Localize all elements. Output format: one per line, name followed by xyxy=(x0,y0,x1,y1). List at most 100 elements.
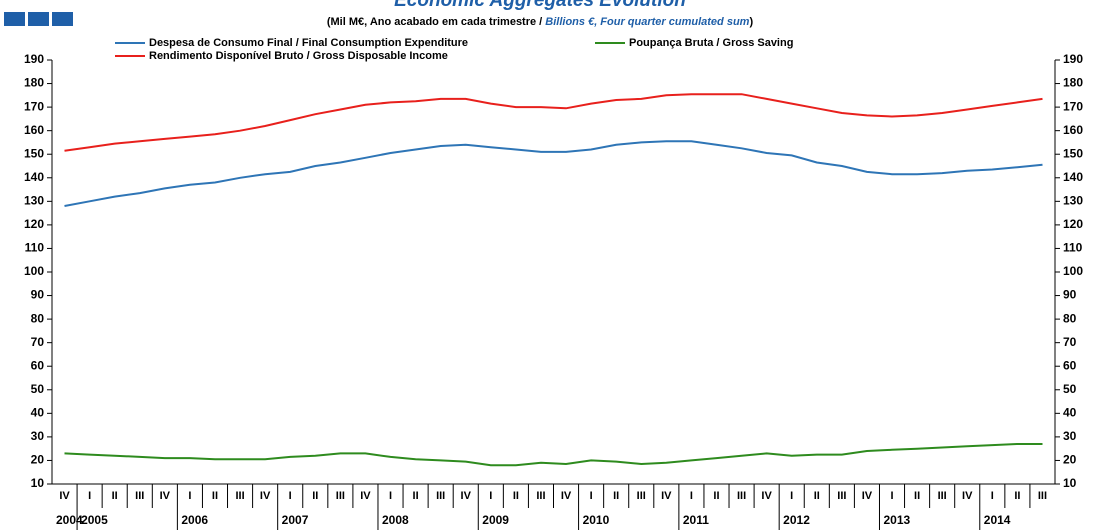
y2-tick-label: 90 xyxy=(1063,288,1077,302)
series-line xyxy=(64,443,1043,467)
x-tick-label: I xyxy=(289,490,292,502)
y-tick-label: 60 xyxy=(31,358,45,372)
y-tick-label: 140 xyxy=(24,170,44,184)
x-tick-label: IV xyxy=(360,490,371,502)
y2-tick-label: 150 xyxy=(1063,146,1083,160)
y-tick-label: 120 xyxy=(24,217,44,231)
x-tick-label: III xyxy=(135,490,144,502)
x-tick-label: III xyxy=(235,490,244,502)
y-tick-label: 90 xyxy=(31,288,45,302)
y2-tick-label: 70 xyxy=(1063,335,1077,349)
year-label: 2008 xyxy=(382,513,409,527)
legend-label: Poupança Bruta / Gross Saving xyxy=(629,37,793,49)
x-tick-label: IV xyxy=(160,490,171,502)
x-tick-label: IV xyxy=(761,490,772,502)
x-tick-label: II xyxy=(613,490,619,502)
year-label: 2011 xyxy=(683,513,709,527)
x-tick-label: II xyxy=(413,490,419,502)
y2-tick-label: 30 xyxy=(1063,429,1077,443)
x-tick-label: IV xyxy=(962,490,973,502)
x-tick-label: III xyxy=(837,490,846,502)
chart-title: Economic Aggregates Evolution xyxy=(394,0,686,11)
x-tick-label: I xyxy=(188,490,191,502)
legend-label: Rendimento Disponível Bruto / Gross Disp… xyxy=(149,50,448,62)
y2-tick-label: 180 xyxy=(1063,76,1083,90)
x-tick-label: I xyxy=(991,490,994,502)
x-tick-label: III xyxy=(436,490,445,502)
year-label: 2006 xyxy=(181,513,208,527)
x-tick-label: I xyxy=(489,490,492,502)
x-tick-label: II xyxy=(112,490,118,502)
y-tick-label: 30 xyxy=(31,429,45,443)
year-label: 2005 xyxy=(81,513,108,527)
x-tick-label: II xyxy=(914,490,920,502)
y2-tick-label: 40 xyxy=(1063,406,1077,420)
year-label: 2010 xyxy=(583,513,610,527)
series-line xyxy=(64,93,1043,152)
x-tick-label: III xyxy=(536,490,545,502)
subtitle-part: ) xyxy=(749,16,753,28)
y-tick-label: 10 xyxy=(31,476,45,490)
x-tick-label: I xyxy=(88,490,91,502)
y-tick-label: 110 xyxy=(25,241,45,255)
x-tick-label: IV xyxy=(59,490,70,502)
y2-tick-label: 130 xyxy=(1063,194,1083,208)
y2-tick-label: 170 xyxy=(1063,99,1083,113)
year-label: 2012 xyxy=(783,513,810,527)
x-tick-label: I xyxy=(890,490,893,502)
y-tick-label: 180 xyxy=(24,76,44,90)
x-tick-label: II xyxy=(1014,490,1020,502)
y-tick-label: 170 xyxy=(24,99,44,113)
x-tick-label: IV xyxy=(561,490,572,502)
x-tick-label: II xyxy=(212,490,218,502)
y2-tick-label: 110 xyxy=(1063,241,1083,255)
x-tick-label: I xyxy=(590,490,593,502)
y-tick-label: 160 xyxy=(24,123,44,137)
y2-tick-label: 140 xyxy=(1063,170,1083,184)
y2-tick-label: 100 xyxy=(1063,264,1083,278)
x-tick-label: II xyxy=(713,490,719,502)
logo xyxy=(4,12,73,26)
x-tick-label: III xyxy=(637,490,646,502)
x-tick-label: II xyxy=(513,490,519,502)
chart-subtitle: (Mil M€, Ano acabado em cada trimestre /… xyxy=(327,16,754,28)
x-tick-label: III xyxy=(737,490,746,502)
x-tick-label: III xyxy=(336,490,345,502)
y-tick-label: 70 xyxy=(31,335,45,349)
y2-tick-label: 120 xyxy=(1063,217,1083,231)
y2-tick-label: 160 xyxy=(1063,123,1083,137)
x-tick-label: I xyxy=(790,490,793,502)
x-tick-label: I xyxy=(389,490,392,502)
y-tick-label: 50 xyxy=(31,382,45,396)
x-tick-label: IV xyxy=(862,490,873,502)
subtitle-part: Billions €, Four quarter cumulated sum xyxy=(545,16,749,28)
y-tick-label: 150 xyxy=(24,146,44,160)
x-tick-label: II xyxy=(814,490,820,502)
y-tick-label: 190 xyxy=(24,52,44,66)
y-tick-label: 80 xyxy=(31,311,45,325)
x-tick-label: IV xyxy=(260,490,271,502)
y2-tick-label: 60 xyxy=(1063,358,1077,372)
y-tick-label: 40 xyxy=(31,406,45,420)
year-label: 2013 xyxy=(883,513,910,527)
year-label: 2014 xyxy=(984,513,1011,527)
year-label: 2009 xyxy=(482,513,509,527)
legend-label: Despesa de Consumo Final / Final Consump… xyxy=(149,37,468,49)
year-label: 2004 xyxy=(56,513,83,527)
x-tick-label: IV xyxy=(461,490,472,502)
x-tick-label: I xyxy=(690,490,693,502)
y-tick-label: 20 xyxy=(31,453,45,467)
subtitle-part: (Mil M€, Ano acabado em cada trimestre / xyxy=(327,16,545,28)
y-tick-label: 100 xyxy=(24,264,44,278)
x-tick-label: II xyxy=(312,490,318,502)
y-tick-label: 130 xyxy=(24,194,44,208)
y2-tick-label: 10 xyxy=(1063,476,1077,490)
x-tick-label: III xyxy=(938,490,947,502)
y2-tick-label: 20 xyxy=(1063,453,1077,467)
y2-tick-label: 50 xyxy=(1063,382,1077,396)
y2-tick-label: 80 xyxy=(1063,311,1077,325)
x-tick-label: IV xyxy=(661,490,672,502)
series-line xyxy=(64,140,1043,207)
year-label: 2007 xyxy=(282,513,309,527)
